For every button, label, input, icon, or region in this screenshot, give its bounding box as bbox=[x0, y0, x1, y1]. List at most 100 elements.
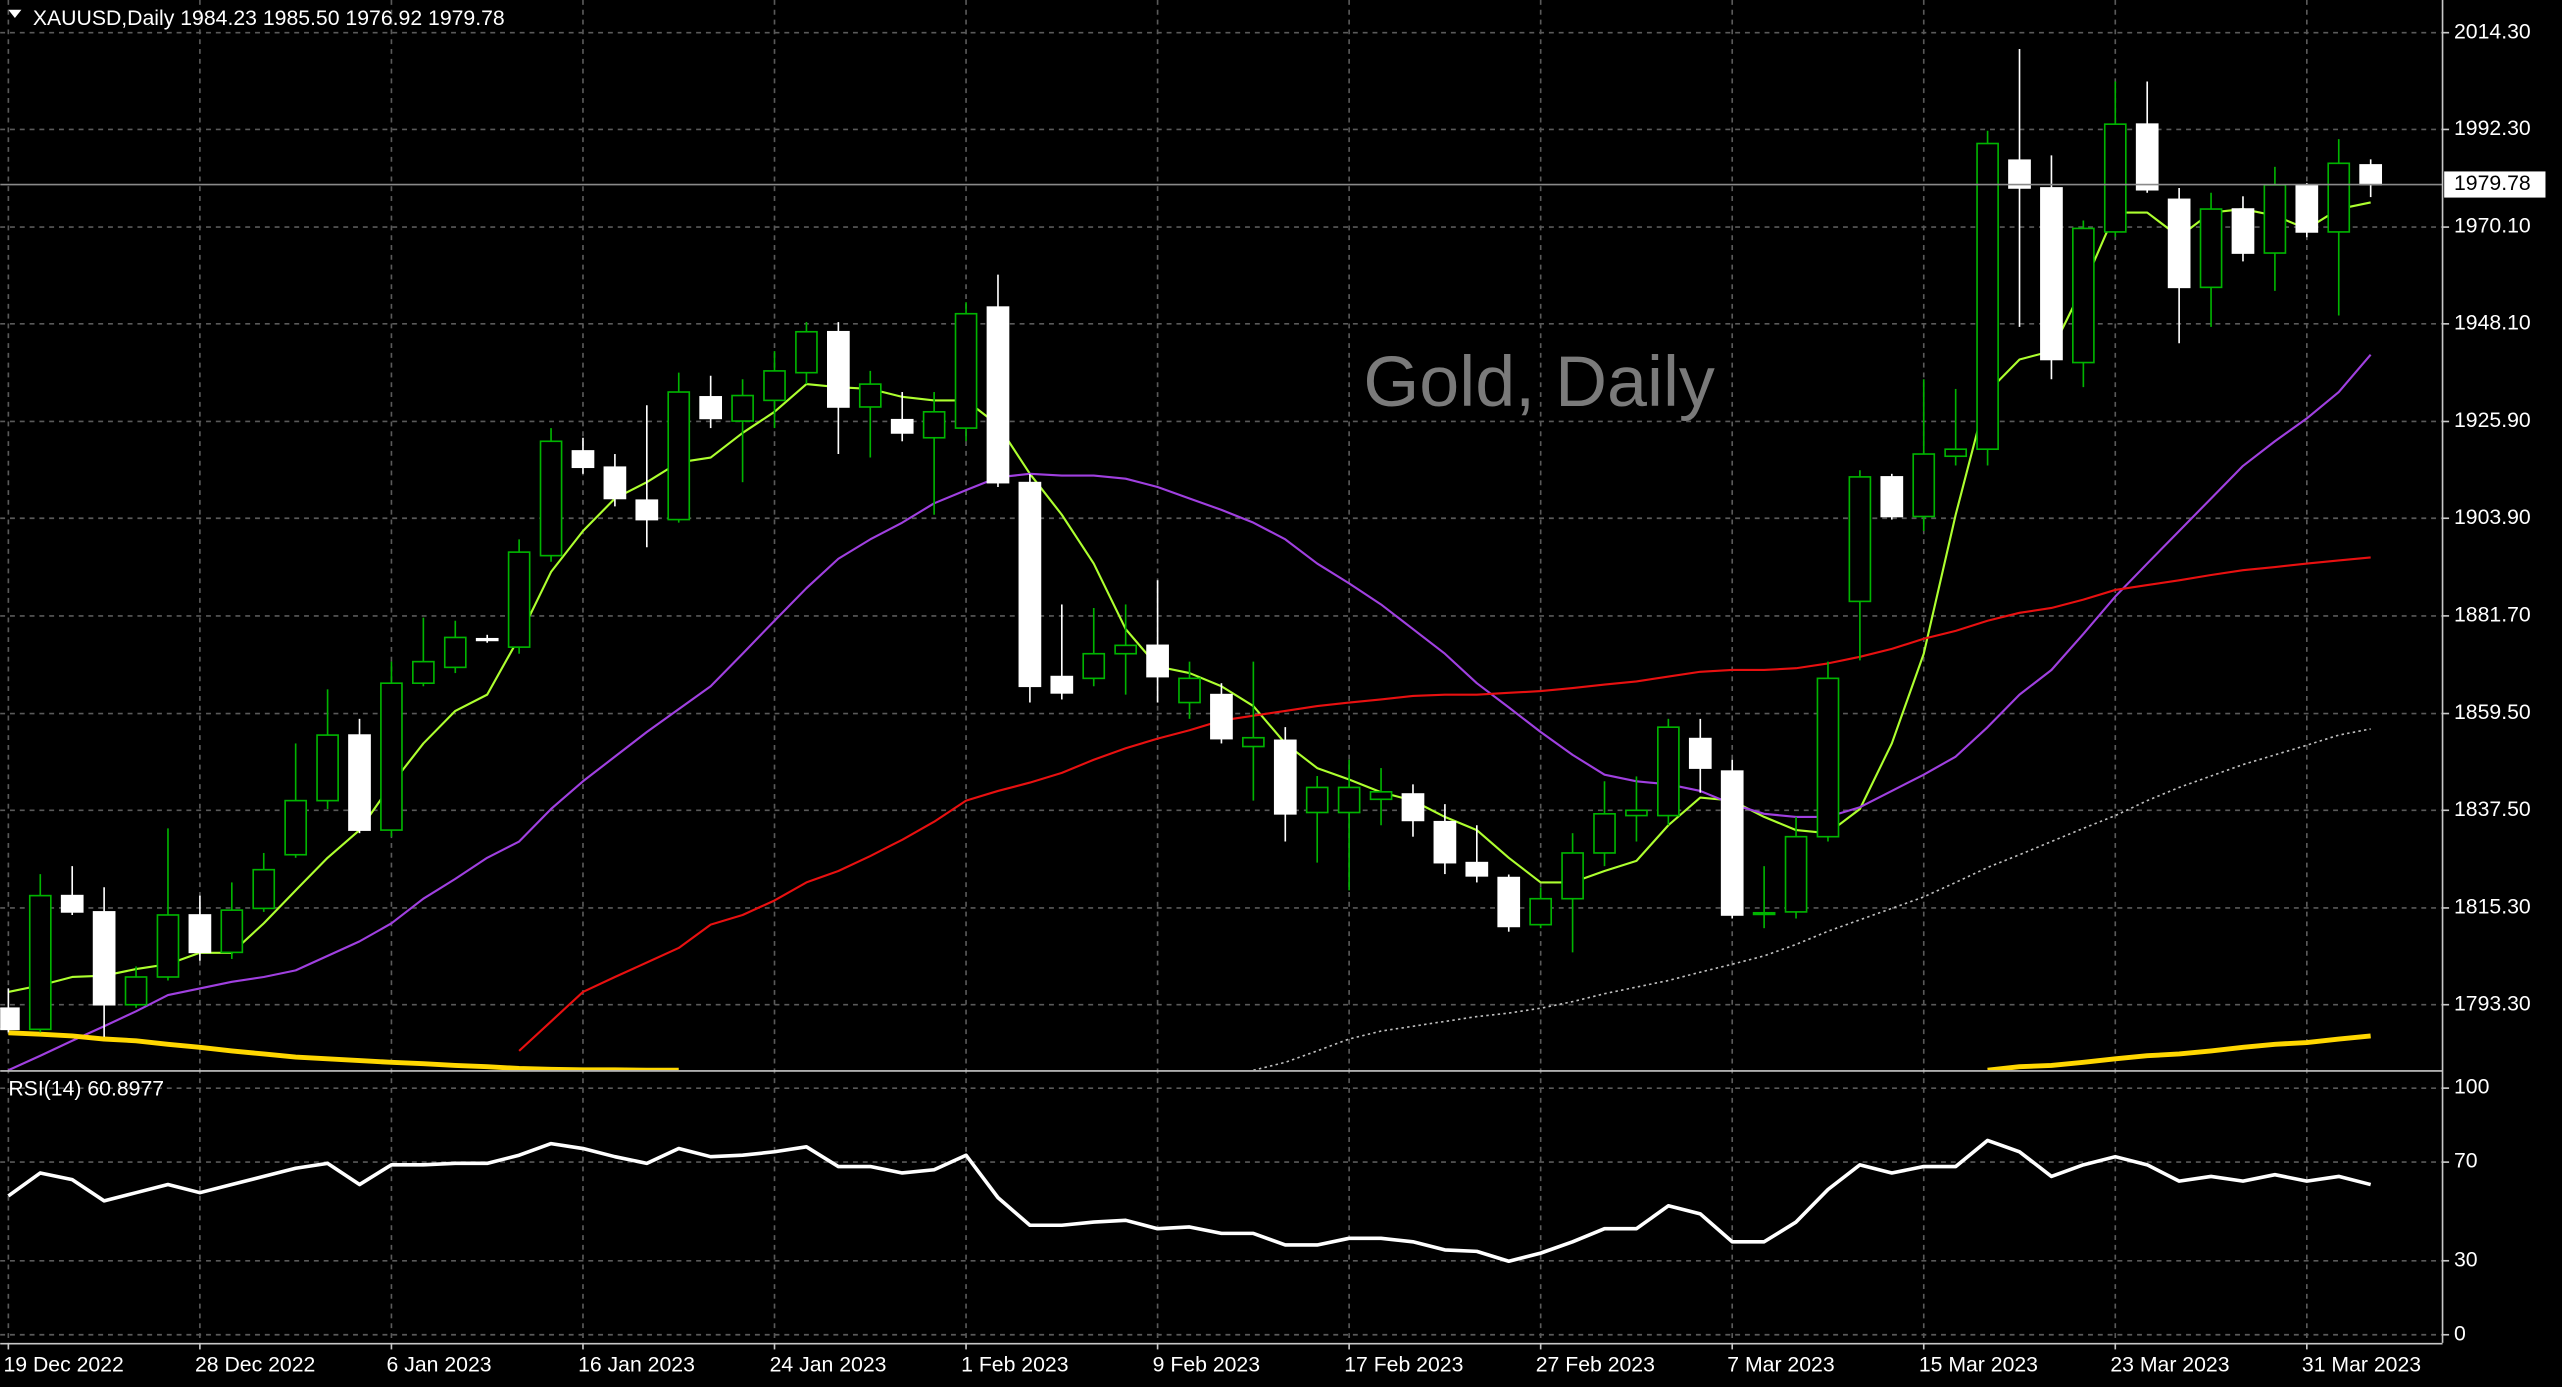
x-tick-label: 19 Dec 2022 bbox=[3, 1353, 123, 1376]
candle-body bbox=[1561, 852, 1584, 900]
candle-body bbox=[858, 383, 882, 408]
y-tick-label: 2014.30 bbox=[2454, 20, 2531, 43]
candle-body bbox=[2231, 208, 2255, 254]
candle-body bbox=[1976, 142, 1999, 451]
candle-body bbox=[348, 734, 371, 831]
candle-body bbox=[1880, 476, 1904, 518]
indicator-line bbox=[8, 1030, 2371, 1071]
rsi-plot bbox=[7, 1138, 2372, 1264]
x-tick-label: 15 Mar 2023 bbox=[1919, 1353, 2038, 1376]
x-tick-label: 9 Feb 2023 bbox=[1153, 1353, 1260, 1376]
x-tick-label: 1 Feb 2023 bbox=[961, 1353, 1068, 1376]
candle-body bbox=[2327, 162, 2351, 233]
y-tick-label: 70 bbox=[2454, 1150, 2478, 1173]
candle-body bbox=[1720, 770, 1744, 916]
x-tick-label: 23 Mar 2023 bbox=[2110, 1353, 2229, 1376]
candle-body bbox=[539, 440, 563, 557]
x-tick-label: 24 Jan 2023 bbox=[770, 1353, 887, 1376]
candle-body bbox=[2103, 123, 2127, 233]
candle-body bbox=[954, 312, 978, 429]
candle-body bbox=[1625, 809, 1648, 817]
candle-body bbox=[571, 450, 595, 469]
candle-body bbox=[635, 499, 659, 521]
candle-body bbox=[1784, 835, 1808, 913]
candle-body bbox=[1912, 453, 1936, 518]
candle-body bbox=[1657, 726, 1680, 817]
candle-body bbox=[1242, 736, 1265, 748]
candle-body bbox=[1944, 448, 1968, 458]
candle-body bbox=[92, 911, 116, 1006]
candle-body bbox=[380, 682, 403, 831]
candle-body bbox=[2135, 123, 2159, 191]
candle-body bbox=[1146, 644, 1169, 678]
indicator-line bbox=[518, 556, 2371, 1052]
candle-body bbox=[0, 1007, 20, 1031]
x-tick-label: 6 Jan 2023 bbox=[387, 1353, 492, 1376]
candle-body bbox=[1433, 820, 1457, 864]
x-tick-label: 27 Feb 2023 bbox=[1536, 1353, 1655, 1376]
y-tick-label: 0 bbox=[2454, 1322, 2466, 1345]
chart-title: XAUUSD,Daily 1984.23 1985.50 1976.92 197… bbox=[33, 7, 505, 30]
indicator-line bbox=[7, 1138, 2372, 1264]
candle-body bbox=[28, 894, 52, 1031]
candle-body bbox=[1050, 675, 1074, 694]
bid-label: 1979.78 bbox=[2454, 172, 2531, 195]
y-tick-label: 1837.50 bbox=[2454, 798, 2531, 821]
y-tick-label: 1970.10 bbox=[2454, 215, 2531, 238]
x-tick-label: 17 Feb 2023 bbox=[1344, 1353, 1463, 1376]
candle-body bbox=[1688, 737, 1712, 769]
candle-body bbox=[220, 909, 244, 954]
x-tick-label: 7 Mar 2023 bbox=[1727, 1353, 1834, 1376]
candle-body bbox=[1082, 652, 1106, 680]
x-tick-label: 31 Mar 2023 bbox=[2302, 1353, 2421, 1376]
candle-body bbox=[412, 660, 435, 685]
candle-body bbox=[252, 868, 276, 910]
candle-body bbox=[2167, 198, 2191, 289]
candle-body bbox=[827, 330, 850, 408]
candle-body bbox=[1337, 786, 1361, 814]
x-tick-label: 28 Dec 2022 bbox=[195, 1353, 315, 1376]
candle-body bbox=[1369, 791, 1393, 801]
candle-body bbox=[1752, 911, 1776, 916]
candle-body bbox=[1593, 813, 1616, 854]
candle-body bbox=[475, 637, 499, 642]
candle-body bbox=[316, 734, 339, 802]
y-tick-label: 1815.30 bbox=[2454, 896, 2531, 919]
candle-body bbox=[667, 391, 691, 521]
candle-body bbox=[699, 396, 723, 420]
y-tick-label: 1948.10 bbox=[2454, 311, 2531, 334]
candle-body bbox=[603, 466, 627, 500]
indicator-line bbox=[1253, 728, 2371, 1071]
rsi-title: RSI(14) 60.8977 bbox=[8, 1077, 164, 1100]
y-tick-label: 1903.90 bbox=[2454, 506, 2531, 529]
candle-body bbox=[1210, 693, 1233, 740]
watermark: Gold, Daily bbox=[1363, 342, 1715, 422]
candle-body bbox=[763, 370, 786, 402]
y-tick-label: 30 bbox=[2454, 1248, 2478, 1271]
candle-body bbox=[1848, 476, 1872, 603]
candle-body bbox=[60, 894, 84, 913]
candle-body bbox=[2040, 187, 2063, 361]
candle-body bbox=[156, 914, 180, 978]
candle-body bbox=[986, 306, 1010, 484]
candle-body bbox=[443, 636, 467, 669]
candle-body bbox=[2008, 159, 2031, 189]
candle-body bbox=[2072, 227, 2095, 364]
candle-body bbox=[1178, 677, 1201, 704]
candle-body bbox=[2295, 184, 2319, 233]
candle-body bbox=[1305, 786, 1329, 814]
candle-body bbox=[284, 799, 308, 856]
bid-label-box bbox=[2444, 171, 2546, 198]
y-tick-label: 1859.50 bbox=[2454, 701, 2531, 724]
y-tick-label: 1793.30 bbox=[2454, 992, 2531, 1015]
candle-body bbox=[124, 976, 148, 1006]
candle-body bbox=[2263, 184, 2287, 254]
x-tick-label: 16 Jan 2023 bbox=[578, 1353, 695, 1376]
candle-body bbox=[2359, 164, 2383, 186]
menu-triangle bbox=[8, 9, 22, 18]
candle-body bbox=[1114, 644, 1138, 655]
candle-body bbox=[1273, 739, 1297, 815]
